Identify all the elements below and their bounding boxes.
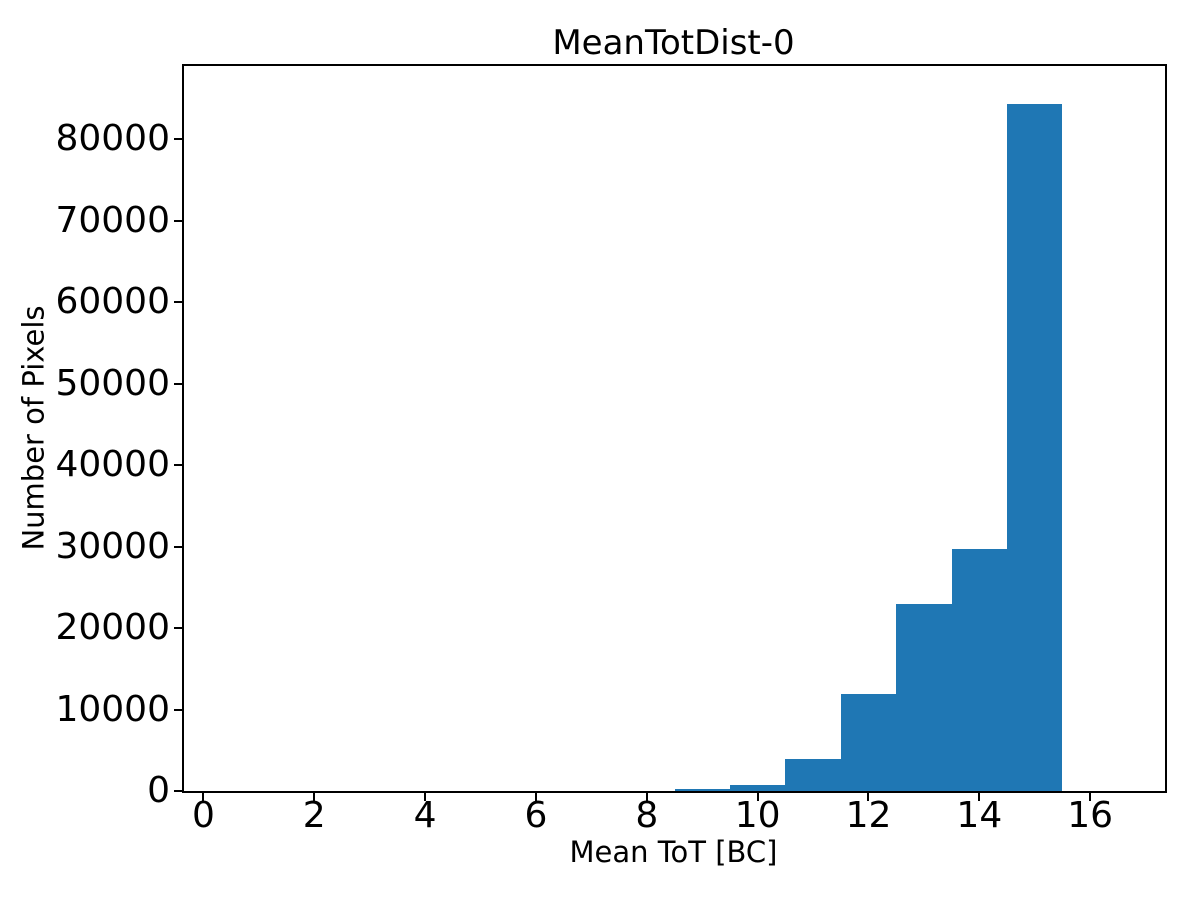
x-tick-label: 14 <box>956 795 1003 836</box>
y-tick-label: 20000 <box>55 607 170 649</box>
histogram-bar <box>840 694 897 791</box>
y-tick-label: 70000 <box>55 199 170 241</box>
x-tick-mark <box>756 793 759 801</box>
x-tick-mark <box>1089 793 1092 801</box>
x-tick-mark <box>202 793 205 801</box>
y-tick-label: 30000 <box>55 525 170 567</box>
histogram-bar <box>1007 104 1063 791</box>
x-tick-mark <box>534 793 537 801</box>
x-tick-mark <box>978 793 981 801</box>
y-tick-mark <box>174 301 182 304</box>
x-tick-label: 8 <box>635 795 659 836</box>
y-tick-label: 0 <box>147 770 170 812</box>
plot-content <box>184 66 1165 791</box>
y-tick-label: 10000 <box>55 688 170 730</box>
x-axis-label: Mean ToT [BC] <box>569 835 778 869</box>
y-tick-mark <box>174 627 182 630</box>
y-tick-label: 60000 <box>55 281 170 323</box>
histogram-bar <box>896 603 952 791</box>
y-tick-label: 40000 <box>55 444 170 486</box>
x-tick-mark <box>867 793 870 801</box>
y-tick-mark <box>174 790 182 792</box>
y-tick-mark <box>174 708 182 711</box>
x-tick-label: 10 <box>734 795 781 836</box>
y-tick-label: 80000 <box>55 118 170 160</box>
x-tick-label: 0 <box>191 795 215 836</box>
y-axis-label: Number of Pixels <box>16 305 51 551</box>
y-tick-mark <box>174 464 182 467</box>
histogram-bar <box>951 549 1008 791</box>
x-tick-label: 6 <box>524 795 548 836</box>
y-tick-mark <box>174 219 182 222</box>
y-tick-label: 50000 <box>55 362 170 404</box>
chart-title: MeanTotDist-0 <box>552 23 795 63</box>
x-tick-label: 12 <box>845 795 892 836</box>
x-tick-mark <box>313 793 316 801</box>
x-tick-label: 2 <box>302 795 326 836</box>
y-tick-mark <box>174 545 182 548</box>
x-tick-label: 16 <box>1067 795 1114 836</box>
histogram-bar <box>729 784 786 791</box>
x-tick-label: 4 <box>413 795 437 836</box>
y-tick-mark <box>174 382 182 385</box>
y-tick-mark <box>174 138 182 141</box>
histogram-bar <box>674 788 730 791</box>
histogram-bar <box>785 759 841 791</box>
x-tick-mark <box>424 793 427 801</box>
plot-area <box>182 64 1167 793</box>
x-tick-mark <box>645 793 648 801</box>
